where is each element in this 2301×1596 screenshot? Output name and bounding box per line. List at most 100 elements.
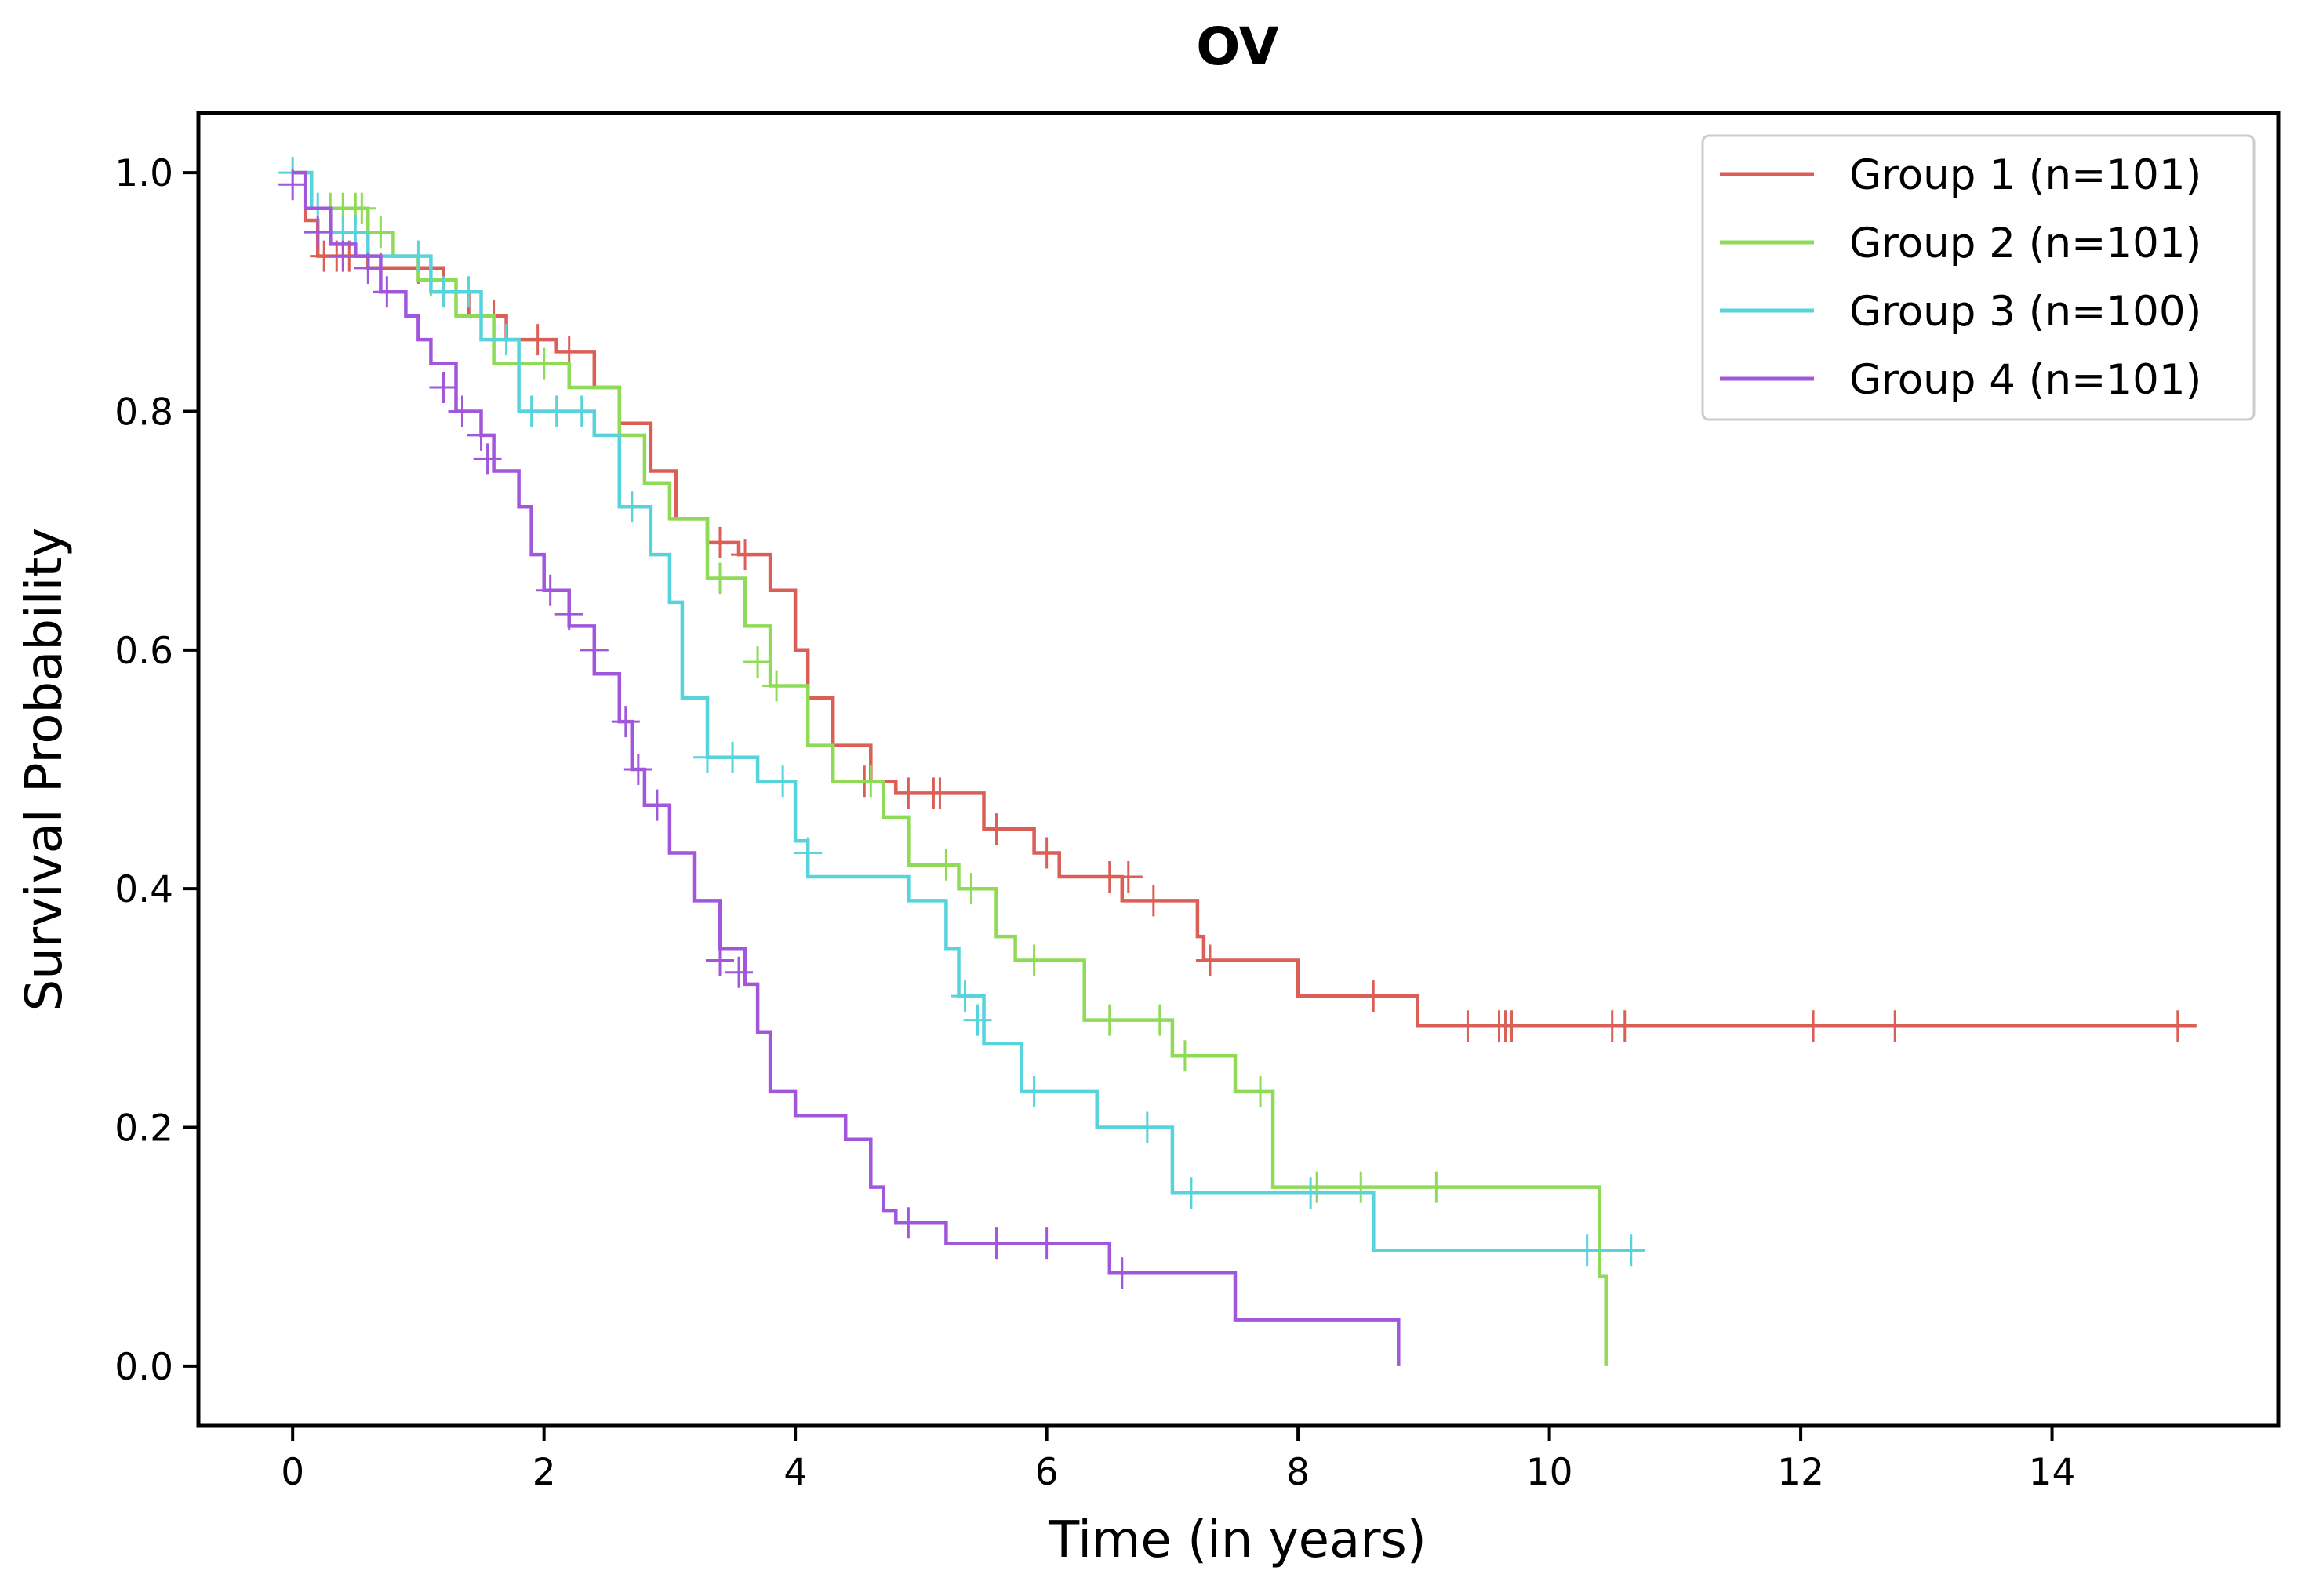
censor-mark xyxy=(523,324,552,356)
censor-mark xyxy=(725,956,754,988)
censor-mark xyxy=(1176,1177,1205,1209)
x-tick-label: 4 xyxy=(783,1451,807,1494)
censor-mark xyxy=(329,240,358,272)
censor-mark xyxy=(580,634,609,666)
censor-mark xyxy=(982,1227,1011,1260)
x-axis: 0 2 4 6 8 10 12 14 xyxy=(281,1426,2075,1494)
censor-mark xyxy=(473,443,502,475)
censor-mark xyxy=(762,670,791,702)
censor-mark xyxy=(706,526,735,558)
legend: Group 1 (n=101) Group 2 (n=101) Group 3 (n… xyxy=(1701,134,2256,421)
censor-mark xyxy=(304,216,333,249)
censor-mark xyxy=(617,491,646,523)
censor-mark xyxy=(536,574,565,606)
censor-mark xyxy=(982,813,1011,845)
censor-mark xyxy=(623,754,652,785)
y-tick-label: 0.6 xyxy=(115,630,173,673)
censor-mark xyxy=(567,395,596,427)
censor-mark xyxy=(706,944,735,976)
censor-mark xyxy=(1799,1010,1828,1042)
censor-mark xyxy=(642,789,671,821)
censor-mark xyxy=(1303,1171,1332,1203)
legend-label: Group 4 (n=101) xyxy=(1849,356,2201,404)
censor-mark xyxy=(529,347,558,380)
x-tick-label: 14 xyxy=(2029,1451,2076,1494)
censor-mark xyxy=(278,169,307,201)
censor-mark xyxy=(1107,1257,1136,1289)
series-group-4 xyxy=(278,169,1401,1366)
censor-mark xyxy=(542,395,571,427)
x-axis-label: Time (in years) xyxy=(1048,1511,1427,1569)
y-axis-label: Survival Probability xyxy=(16,528,74,1012)
y-axis: 0.0 0.2 0.4 0.6 0.8 1.0 xyxy=(115,152,198,1389)
censor-mark xyxy=(1616,1234,1645,1267)
legend-label: Group 3 (n=100) xyxy=(1849,288,2201,336)
plot-frame xyxy=(196,111,2281,1428)
censor-mark xyxy=(957,873,986,905)
censor-mark xyxy=(731,539,760,571)
censor-mark xyxy=(1145,1004,1174,1036)
censor-mark xyxy=(1114,860,1143,893)
y-tick-label: 0.8 xyxy=(115,391,173,434)
censor-mark xyxy=(1170,1040,1199,1072)
censor-mark xyxy=(963,1004,992,1036)
censor-mark xyxy=(554,598,583,631)
censor-mark xyxy=(743,646,772,678)
x-tick-label: 12 xyxy=(1777,1451,1824,1494)
y-tick-label: 0.0 xyxy=(115,1346,173,1389)
censor-mark xyxy=(951,980,980,1012)
censor-mark xyxy=(1020,1075,1049,1107)
x-tick-label: 2 xyxy=(533,1451,556,1494)
y-tick-label: 0.2 xyxy=(115,1107,173,1151)
censor-mark xyxy=(1246,1075,1275,1107)
censor-mark xyxy=(347,192,376,224)
y-tick-label: 1.0 xyxy=(115,152,173,195)
censor-mark xyxy=(894,777,923,809)
x-tick-label: 0 xyxy=(281,1451,304,1494)
censor-mark xyxy=(404,240,433,272)
legend-label: Group 2 (n=101) xyxy=(1849,220,2201,267)
y-tick-label: 0.4 xyxy=(115,868,173,911)
censor-mark xyxy=(1610,1010,1639,1042)
censor-mark xyxy=(467,419,496,451)
x-tick-label: 8 xyxy=(1286,1451,1310,1494)
censor-mark xyxy=(692,741,722,773)
series-group-3 xyxy=(278,157,1645,1267)
censor-mark xyxy=(932,849,961,881)
censor-mark xyxy=(1347,1171,1376,1203)
legend-label: Group 1 (n=101) xyxy=(1849,151,2201,199)
censor-mark xyxy=(2163,1010,2192,1042)
censor-mark xyxy=(1422,1171,1451,1203)
censor-mark xyxy=(373,276,402,308)
censor-mark xyxy=(1132,1111,1161,1143)
censor-mark xyxy=(1195,944,1224,976)
censor-mark xyxy=(894,1207,923,1239)
censor-mark xyxy=(611,706,640,738)
censor-mark xyxy=(429,276,458,308)
censor-mark xyxy=(429,372,458,404)
x-tick-label: 6 xyxy=(1035,1451,1059,1494)
censor-mark xyxy=(1296,1177,1325,1209)
censor-mark xyxy=(925,777,954,809)
censor-mark xyxy=(517,395,546,427)
censor-mark xyxy=(1139,885,1168,917)
legend-frame xyxy=(1701,134,2256,421)
censor-mark xyxy=(366,216,395,249)
censor-mark xyxy=(1032,1227,1061,1260)
x-tick-label: 10 xyxy=(1526,1451,1573,1494)
censor-mark xyxy=(454,276,483,308)
censor-mark xyxy=(1095,1004,1124,1036)
censor-mark xyxy=(1453,1010,1482,1042)
plot-area xyxy=(278,157,2197,1366)
censor-mark xyxy=(1359,980,1388,1012)
series-line xyxy=(293,170,1644,1252)
censor-mark xyxy=(1020,944,1049,976)
chart-title: OV xyxy=(1196,16,1278,77)
censor-mark xyxy=(492,324,521,356)
censor-mark xyxy=(1881,1010,1910,1042)
censor-mark xyxy=(1572,1234,1601,1267)
censor-mark xyxy=(1497,1010,1526,1042)
censor-mark xyxy=(769,765,798,798)
censor-mark xyxy=(354,252,383,284)
